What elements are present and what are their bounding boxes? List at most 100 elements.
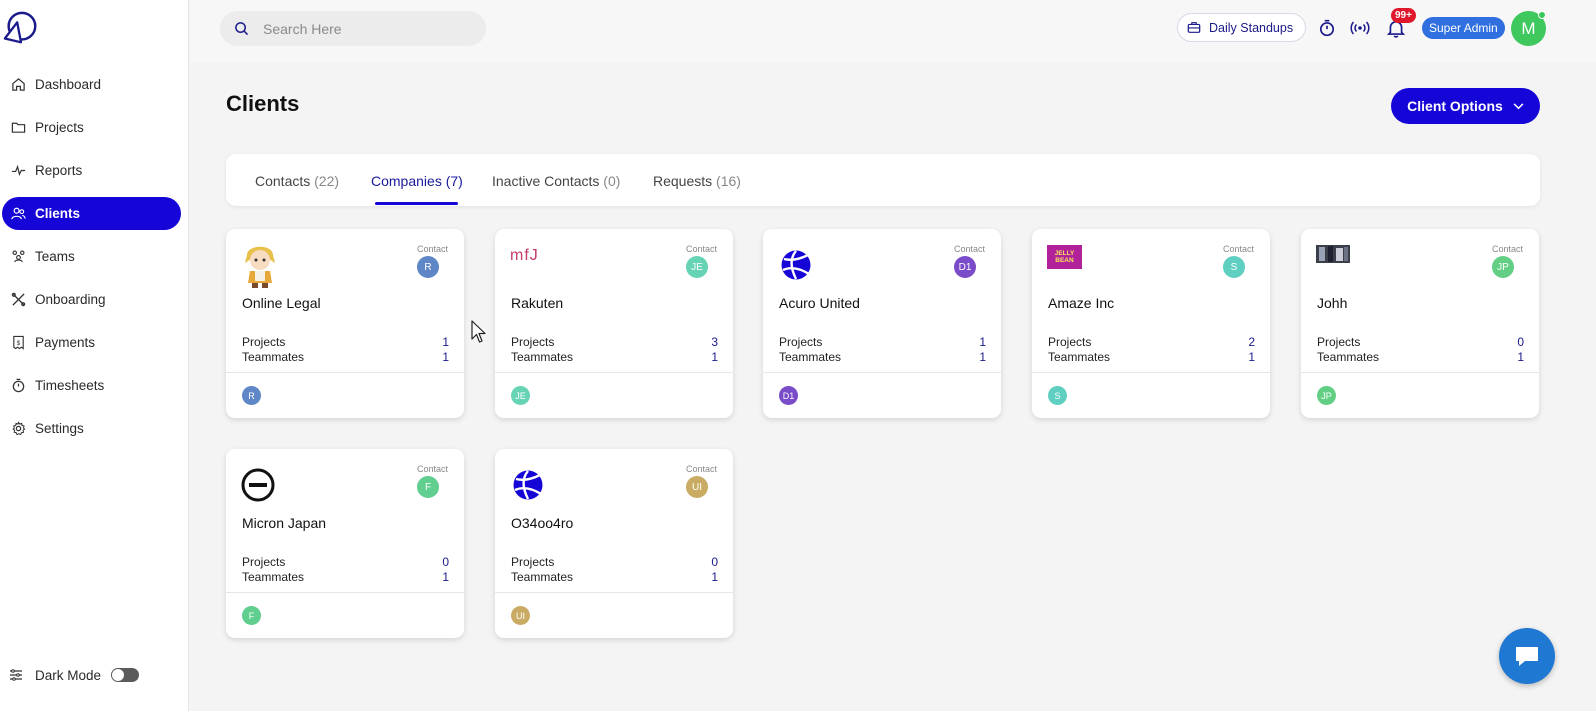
dark-mode-toggle[interactable] <box>111 668 140 682</box>
company-card[interactable]: Contact JP Johh Projects 0 Teammates 1 JP <box>1301 229 1539 418</box>
sidebar-item-settings[interactable]: Settings <box>2 412 181 445</box>
teammates-count: 1 <box>711 570 718 584</box>
sidebar-item-label: Payments <box>35 335 96 350</box>
projects-count: 1 <box>442 335 449 349</box>
teammates-row: Teammates 1 <box>242 350 449 364</box>
company-name[interactable]: Micron Japan <box>242 515 327 531</box>
teammate-avatar[interactable]: JE <box>511 386 530 405</box>
sidebar-item-projects[interactable]: Projects <box>2 111 181 144</box>
volleyball-logo <box>510 463 550 507</box>
tab-count: (7) <box>445 173 463 189</box>
teammates-row: Teammates 1 <box>511 350 718 364</box>
receipt-icon: $ <box>10 335 26 351</box>
teammate-avatar[interactable]: UI <box>511 606 530 625</box>
contact-avatar[interactable]: UI <box>686 476 708 498</box>
card-divider <box>226 372 464 373</box>
company-name[interactable]: Johh <box>1317 295 1348 311</box>
tab-count: (0) <box>603 173 621 189</box>
company-card[interactable]: JELLY BEAN Contact S Amaze Inc Projects 2… <box>1032 229 1270 418</box>
app-logo[interactable] <box>2 10 40 48</box>
sidebar-item-label: Clients <box>35 206 81 221</box>
teammate-avatar[interactable]: R <box>242 386 261 405</box>
company-card[interactable]: Contact R Online Legal Projects 1 Teammat… <box>226 229 464 418</box>
projects-label: Projects <box>242 555 286 569</box>
sidebar-nav: Dashboard Projects Reports Clients Teams… <box>0 68 189 455</box>
chibi-character-logo <box>241 243 281 288</box>
tab-count: (16) <box>716 173 741 189</box>
tab-companies[interactable]: Companies (7) <box>371 173 463 189</box>
teammates-label: Teammates <box>242 570 305 584</box>
teammates-label: Teammates <box>1317 350 1380 364</box>
contact-label: Contact <box>685 244 717 254</box>
tab-count: (22) <box>314 173 340 189</box>
stopwatch-icon <box>10 378 26 394</box>
projects-count: 0 <box>1517 335 1524 349</box>
company-name[interactable]: Amaze Inc <box>1048 295 1115 311</box>
company-card[interactable]: Contact D1 Acuro United Projects 1 Teamma… <box>763 229 1001 418</box>
company-name[interactable]: Acuro United <box>779 295 860 311</box>
contact-avatar[interactable]: R <box>417 256 439 278</box>
dark-mode-label: Dark Mode <box>35 667 102 683</box>
mfj-logo-text: mfJ <box>510 247 539 264</box>
photo-thumbnail-logo <box>1316 243 1356 287</box>
tab-requests[interactable]: Requests (16) <box>653 173 741 189</box>
card-divider <box>1032 372 1270 373</box>
tab-inactive-contacts[interactable]: Inactive Contacts (0) <box>492 173 620 189</box>
teammate-avatar[interactable]: S <box>1048 386 1067 405</box>
projects-label: Projects <box>511 555 555 569</box>
teammates-count: 1 <box>979 350 986 364</box>
sidebar-item-dashboard[interactable]: Dashboard <box>2 68 181 101</box>
client-options-label: Client Options <box>1407 98 1503 114</box>
card-divider <box>495 372 733 373</box>
home-icon <box>10 77 26 93</box>
projects-row: Projects 1 <box>779 335 986 349</box>
sidebar-item-clients[interactable]: Clients <box>2 197 181 230</box>
teammate-avatar[interactable]: JP <box>1317 386 1336 405</box>
contact-label: Contact <box>1222 244 1254 254</box>
broadcast-icon[interactable] <box>1349 17 1371 39</box>
projects-label: Projects <box>1317 335 1361 349</box>
daily-standups-label: Daily Standups <box>1209 20 1294 35</box>
teammate-avatar[interactable]: F <box>242 606 261 625</box>
client-options-button[interactable]: Client Options <box>1391 88 1540 124</box>
teammates-count: 1 <box>442 350 449 364</box>
contact-avatar[interactable]: JP <box>1492 256 1514 278</box>
chat-bubble-icon <box>1516 647 1538 666</box>
sidebar-item-onboarding[interactable]: Onboarding <box>2 283 181 316</box>
timer-icon[interactable] <box>1316 17 1338 39</box>
company-name[interactable]: Online Legal <box>242 295 321 311</box>
sidebar-item-label: Reports <box>35 163 83 178</box>
teammates-count: 1 <box>1517 350 1524 364</box>
teammate-avatar[interactable]: D1 <box>779 386 798 405</box>
company-name[interactable]: O34oo4ro <box>511 515 574 531</box>
teammates-count: 1 <box>442 570 449 584</box>
company-card[interactable]: Contact F Micron Japan Projects 0 Teammat… <box>226 449 464 638</box>
sidebar-item-reports[interactable]: Reports <box>2 154 181 187</box>
sidebar-item-teams[interactable]: Teams <box>2 240 181 273</box>
company-card[interactable]: Contact UI O34oo4ro Projects 0 Teammates 1… <box>495 449 733 638</box>
contact-avatar[interactable]: D1 <box>954 256 976 278</box>
online-status-dot <box>1538 11 1546 19</box>
contact-avatar[interactable]: JE <box>686 256 708 278</box>
projects-label: Projects <box>779 335 823 349</box>
company-name[interactable]: Rakuten <box>511 295 564 311</box>
tab-label: Requests <box>653 173 713 189</box>
search-input[interactable] <box>263 20 463 37</box>
company-card[interactable]: mfJ Contact JE Rakuten Projects 3 Teammat… <box>495 229 733 418</box>
contact-label: Contact <box>685 464 717 474</box>
card-divider <box>495 592 733 593</box>
contact-avatar[interactable]: F <box>417 476 439 498</box>
sidebar-item-payments[interactable]: $ Payments <box>2 326 181 359</box>
role-badge[interactable]: Super Admin <box>1422 17 1505 39</box>
contact-avatar[interactable]: S <box>1223 256 1245 278</box>
svg-text:$: $ <box>16 340 20 347</box>
daily-standups-button[interactable]: Daily Standups <box>1177 13 1307 42</box>
folder-icon <box>10 120 26 136</box>
chat-button[interactable] <box>1499 628 1555 684</box>
contact-label: Contact <box>416 244 448 254</box>
projects-row: Projects 0 <box>1317 335 1524 349</box>
projects-row: Projects 2 <box>1048 335 1255 349</box>
projects-count: 2 <box>1248 335 1255 349</box>
tab-contacts[interactable]: Contacts (22) <box>255 173 339 189</box>
sidebar-item-timesheets[interactable]: Timesheets <box>2 369 181 402</box>
